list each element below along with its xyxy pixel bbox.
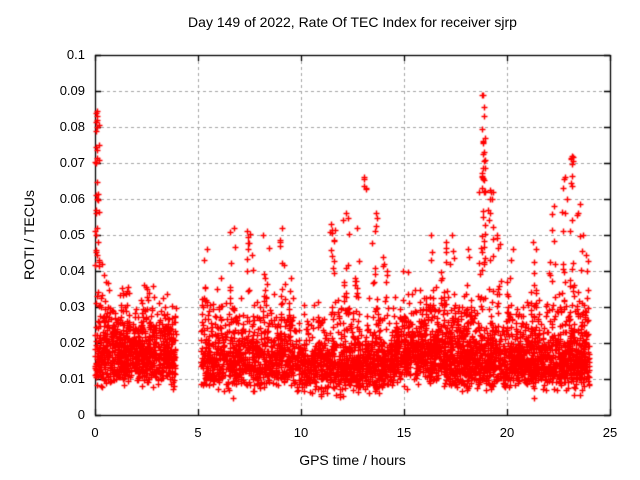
x-tick-label: 0: [91, 425, 99, 440]
x-tick-label: 25: [602, 425, 618, 440]
x-tick-label: 20: [499, 425, 515, 440]
chart-title: Day 149 of 2022, Rate Of TEC Index for r…: [188, 14, 517, 30]
x-tick-label: 15: [396, 425, 412, 440]
y-tick-label: 0.06: [59, 191, 85, 206]
y-tick-label: 0.05: [59, 227, 85, 242]
y-tick-label: 0.02: [59, 335, 85, 350]
x-tick-label: 5: [194, 425, 202, 440]
y-tick-label: 0.09: [59, 83, 85, 98]
y-tick-label: 0.07: [59, 155, 85, 170]
y-tick-label: 0.04: [59, 263, 85, 278]
y-tick-label: 0.03: [59, 299, 85, 314]
y-tick-label: 0.01: [59, 371, 85, 386]
y-tick-label: 0.08: [59, 119, 85, 134]
y-tick-label: 0: [77, 407, 85, 422]
x-tick-label: 10: [293, 425, 309, 440]
y-tick-label: 0.1: [66, 47, 85, 62]
x-axis-label: GPS time / hours: [299, 452, 406, 468]
